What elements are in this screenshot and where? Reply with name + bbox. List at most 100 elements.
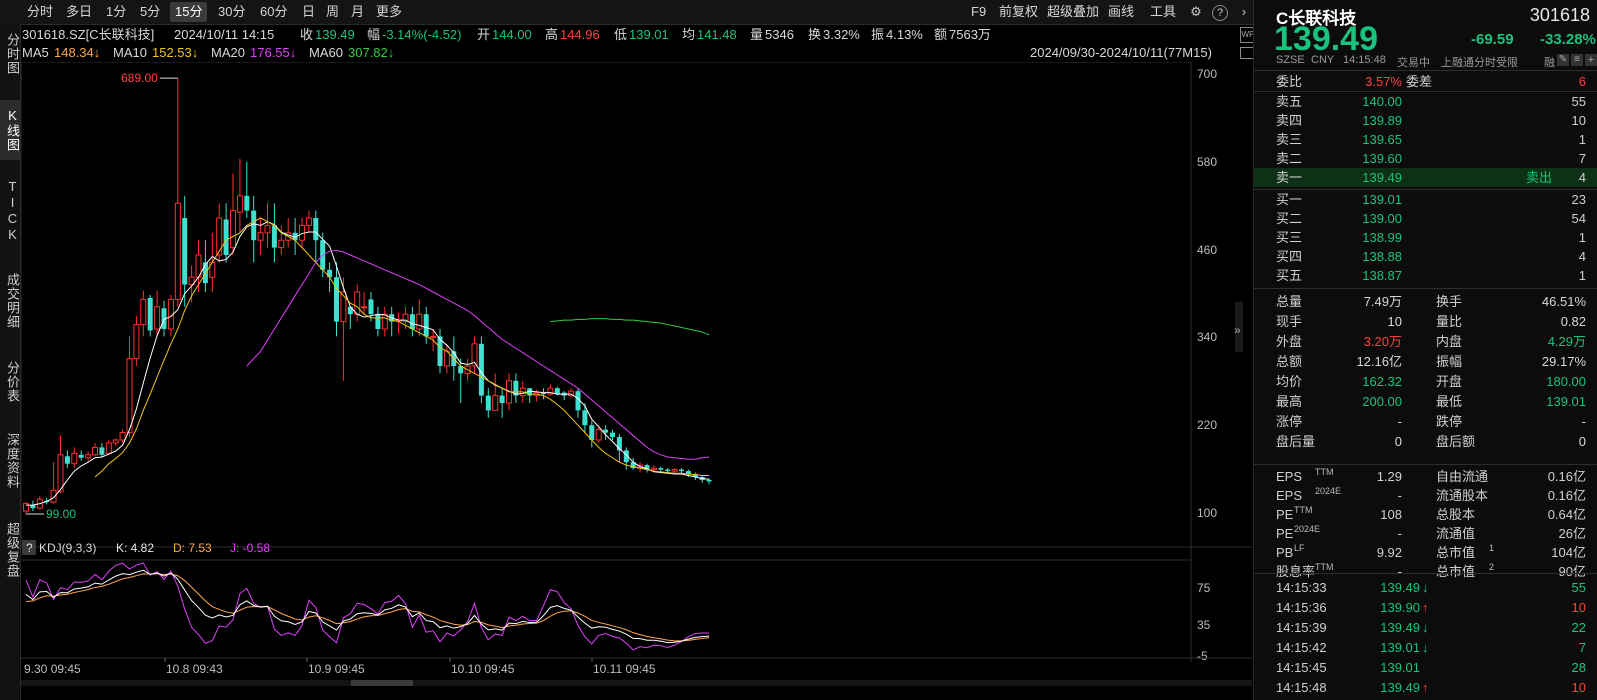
high-label: 高 <box>545 27 559 42</box>
candle <box>216 203 223 263</box>
side-tab-kline-chart[interactable]: K线图 <box>0 100 20 160</box>
candle <box>30 500 36 512</box>
gear-icon[interactable]: ⚙ <box>1190 4 1202 19</box>
bid-row: 买五 138.87 1 <box>1254 266 1597 285</box>
financial-label: 流通股本 <box>1436 488 1489 503</box>
time-tick-3: 10.10 09:45 <box>451 662 515 676</box>
financial-label-sup: 2 <box>1489 562 1495 572</box>
add-icon[interactable]: + <box>1585 54 1597 66</box>
scrollbar-track[interactable] <box>21 680 1252 686</box>
candle <box>251 195 257 263</box>
financial-label: 自由流通 <box>1436 469 1489 484</box>
panel-toggle-icon[interactable] <box>1240 47 1254 59</box>
stat-label: 换手 <box>1436 294 1463 309</box>
bid-level-label: 买五 <box>1276 268 1303 283</box>
stat-label: 内盘 <box>1436 334 1463 349</box>
tick-volume: 10 <box>1571 680 1586 695</box>
side-tab-price-table[interactable]: 分价表 <box>5 361 20 403</box>
financial-label: 总市值 <box>1436 545 1476 560</box>
ma5-value: 148.34↓ <box>54 45 101 60</box>
candle <box>167 294 174 337</box>
candle <box>416 299 423 337</box>
kdj-help-button[interactable] <box>22 540 36 555</box>
ma10-value: 152.53↓ <box>152 45 199 60</box>
order-diff-value: 6 <box>1578 74 1586 89</box>
candle <box>361 292 368 315</box>
low-label: 低 <box>614 27 628 42</box>
candle <box>223 203 229 263</box>
period-tab-60min[interactable]: 60分 <box>260 4 288 19</box>
candle <box>340 277 347 381</box>
financial-label: 总股本 <box>1436 507 1476 522</box>
financial-value: 26亿 <box>1558 526 1586 541</box>
order-ratio-value: 3.57% <box>1365 74 1402 89</box>
f9-button[interactable]: F9 <box>971 4 987 19</box>
financial-value: 0.64亿 <box>1547 507 1586 522</box>
side-tab-trade-detail[interactable]: 成交明细 <box>5 273 20 329</box>
candle <box>334 262 339 337</box>
financial-row: PE TTM 108 总股本 0.64亿 <box>1254 505 1597 524</box>
price-tick-340: 340 <box>1197 330 1217 344</box>
pencil-icon[interactable]: ✎ <box>1557 54 1569 66</box>
candle <box>603 425 609 440</box>
financial-row: 股息率 TTM - 总市值 2 90亿 <box>1254 562 1597 581</box>
bid-volume: 1 <box>1578 268 1586 283</box>
price-tick-580: 580 <box>1197 155 1217 169</box>
bar-datetime: 2024/10/11 14:15 <box>174 27 275 42</box>
period-tab-month[interactable]: 月 <box>351 4 365 19</box>
list-icon[interactable]: ≡ <box>1571 54 1583 66</box>
candle <box>174 78 181 307</box>
period-tab-multiday[interactable]: 多日 <box>66 4 93 19</box>
help-icon[interactable]: ? <box>1212 5 1228 21</box>
stat-label: 振幅 <box>1436 354 1463 369</box>
tick-direction-icon: ↑ <box>1422 680 1429 695</box>
candle <box>527 388 533 403</box>
ma20-line <box>246 250 710 460</box>
candle <box>610 429 615 440</box>
scrollbar-thumb[interactable] <box>351 680 413 686</box>
side-collapse-handle[interactable] <box>1235 302 1243 352</box>
chevron-right-icon[interactable]: › <box>1241 4 1247 19</box>
tools-button[interactable]: 工具 <box>1150 4 1177 19</box>
side-tab-timeshare-chart[interactable]: 分时图 <box>5 33 20 75</box>
divider <box>1254 573 1597 574</box>
candle <box>471 336 478 374</box>
financial-value: 9.92 <box>1376 545 1402 560</box>
financial-row: EPS 2024E - 流通股本 0.16亿 <box>1254 486 1597 505</box>
ask-volume: 1 <box>1578 132 1586 147</box>
stat-label: 现手 <box>1276 314 1303 329</box>
super-overlay-button[interactable]: 超级叠加 <box>1047 4 1100 19</box>
period-tab-more[interactable]: 更多 <box>376 4 403 19</box>
x-axis-ticks <box>164 658 593 662</box>
stat-value: 0 <box>1394 434 1402 449</box>
candle <box>50 462 57 504</box>
period-tab-15min[interactable]: 15分 <box>170 2 208 22</box>
period-tab-week[interactable]: 周 <box>326 4 340 19</box>
collapse-arrow-icon[interactable]: » <box>1234 323 1241 337</box>
time-tick-4: 10.11 09:45 <box>593 662 656 676</box>
forward-adjust-button[interactable]: 前复权 <box>999 4 1039 19</box>
bid-volume: 23 <box>1571 192 1586 207</box>
ma10-label: MA10 <box>113 45 147 60</box>
candle <box>264 203 271 248</box>
period-tab-5min[interactable]: 5分 <box>140 4 161 19</box>
candle <box>499 388 505 418</box>
stat-value: 0 <box>1578 434 1586 449</box>
period-tab-1min[interactable]: 1分 <box>106 4 127 19</box>
ask-price: 139.60 <box>1362 151 1402 166</box>
ma20-label: MA20 <box>211 45 245 60</box>
side-tab-depth-info[interactable]: 深度资料 <box>5 433 20 489</box>
draw-line-button[interactable]: 画线 <box>1108 4 1135 19</box>
ask-row: 卖五 140.00 55 <box>1254 92 1597 111</box>
candle <box>458 358 464 403</box>
side-tab-tick[interactable]: TICK <box>5 179 20 243</box>
side-tab-super-review[interactable]: 超级复盘 <box>5 522 20 578</box>
period-tab-day[interactable]: 日 <box>302 4 316 19</box>
price-tick-460: 460 <box>1197 243 1217 257</box>
ask-price: 140.00 <box>1362 94 1402 109</box>
high-value: 144.96 <box>560 27 600 42</box>
period-tab-30min[interactable]: 30分 <box>218 4 246 19</box>
kdj-j-value: J: -0.58 <box>230 541 270 555</box>
kline-chart[interactable]: 700 580 460 340 220 100 689.00 99.00 ? K… <box>21 62 1252 700</box>
period-tab-timeshare[interactable]: 分时 <box>27 4 54 19</box>
